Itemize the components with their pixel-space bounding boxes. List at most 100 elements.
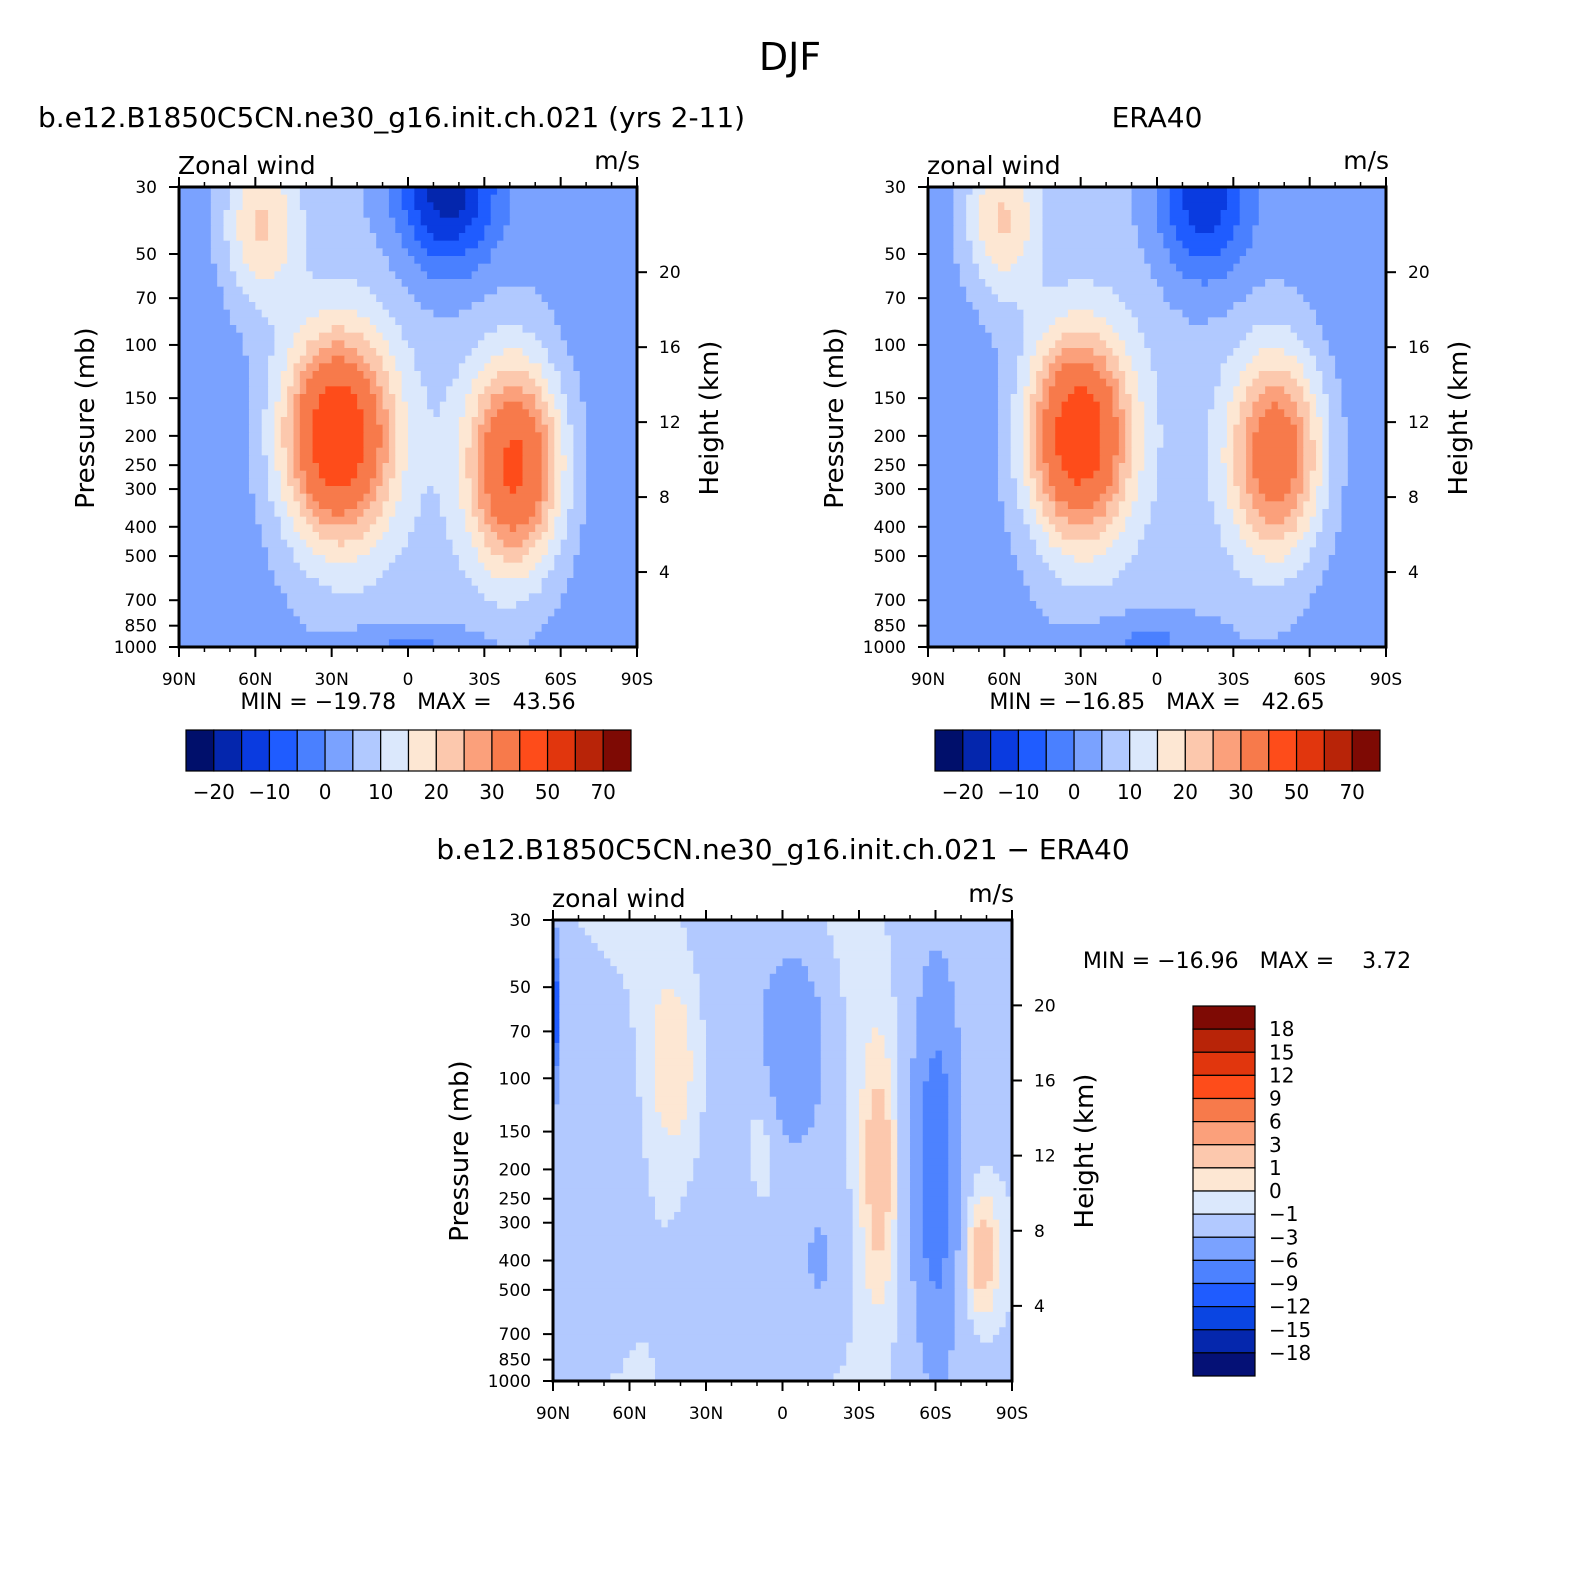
contour-fill-cell (1106, 355, 1120, 364)
contour-fill-cell (897, 1004, 917, 1013)
contour-fill-cell (306, 317, 371, 326)
contour-fill-cell (1296, 447, 1304, 456)
contour-fill-cell (916, 1035, 962, 1044)
contour-fill-cell (1131, 447, 1145, 456)
contour-fill-cell (985, 248, 1025, 257)
contour-fill-cell (991, 286, 1114, 295)
contour-fill-cell (1010, 440, 1025, 449)
contour-fill-cell (655, 1096, 688, 1105)
contour-fill-cell (484, 562, 536, 571)
y-tick-label: 700 (499, 1325, 531, 1345)
contour-fill-cell (999, 1219, 1013, 1228)
contour-fill-cell (997, 463, 1012, 472)
contour-fill-cell (1131, 417, 1145, 426)
contour-fill-cell (1137, 547, 1228, 556)
contour-fill-cell (1112, 386, 1120, 395)
contour-fill-cell (928, 486, 999, 495)
colorbar-label: 30 (1228, 780, 1253, 804)
contour-fill-cell (629, 1004, 656, 1013)
contour-fill-cell (750, 1150, 771, 1159)
contour-fill-cell (395, 424, 409, 433)
contour-fill-cell (1258, 417, 1292, 426)
contour-fill-cell (890, 935, 1013, 944)
contour-fill-cell (1258, 478, 1292, 487)
contour-fill-cell (261, 524, 282, 533)
contour-fill-cell (997, 447, 1012, 456)
contour-fill-cell (922, 1211, 949, 1221)
contour-fill-cell (1112, 463, 1120, 472)
contour-fill-cell (1316, 539, 1336, 548)
contour-fill-cell (560, 501, 574, 510)
contour-fill-cell (1265, 516, 1285, 525)
contour-fill-cell (997, 470, 1012, 479)
contour-fill-cell (1036, 386, 1044, 395)
contour-fill-cell (261, 539, 288, 548)
contour-fill-cell (553, 1173, 650, 1182)
x-tick-label: 0 (403, 670, 414, 690)
contour-fill-cell (477, 424, 492, 433)
contour-fill-cell (503, 455, 524, 464)
contour-fill-cell (1157, 447, 1209, 456)
contour-fill-cell (553, 1150, 643, 1159)
contour-fill-cell (535, 332, 562, 341)
panel-diff-title: b.e12.B1850C5CN.ne30_g16.init.ch.021 − E… (436, 833, 1129, 866)
contour-fill-cell (769, 1065, 822, 1075)
contour-fill-cell (573, 355, 638, 364)
contour-fill-cell (357, 363, 371, 372)
contour-fill-cell (229, 256, 244, 265)
contour-fill-cell (477, 409, 485, 418)
contour-fill-cell (573, 478, 587, 487)
panel-model-units-label: m/s (594, 146, 640, 175)
contour-fill-cell (699, 1119, 752, 1129)
contour-fill-cell (928, 616, 1050, 625)
contour-fill-cell (179, 424, 250, 433)
contour-fill-cell (852, 1296, 873, 1305)
contour-fill-cell (966, 194, 980, 203)
contour-fill-cell (312, 493, 365, 502)
contour-fill-cell (1131, 631, 1171, 640)
contour-fill-cell (623, 1357, 656, 1367)
contour-fill-cell (293, 463, 301, 472)
contour-fill-cell (750, 1173, 771, 1182)
contour-fill-cell (1335, 371, 1387, 380)
contour-fill-cell (953, 194, 967, 203)
contour-fill-cell (363, 371, 377, 380)
contour-fill-cell (1112, 325, 1139, 334)
contour-fill-cell (1176, 233, 1234, 242)
contour-fill-cell (1328, 401, 1343, 410)
x-tick-label: 30S (1217, 670, 1249, 690)
contour-fill-cell (554, 363, 574, 372)
contour-fill-cell (554, 493, 562, 502)
contour-fill-cell (446, 394, 466, 403)
x-tick-label: 60S (919, 1404, 951, 1424)
contour-fill-cell (890, 1073, 898, 1082)
contour-fill-cell (814, 1119, 847, 1129)
contour-fill-cell (635, 1073, 656, 1082)
contour-fill-cell (1252, 378, 1298, 387)
x-tick-label: 90S (1370, 670, 1402, 690)
contour-fill-cell (560, 547, 581, 556)
colorbar-box (1045, 729, 1075, 772)
contour-fill-cell (458, 363, 485, 372)
y-tick-label: 250 (125, 456, 157, 476)
contour-fill-cell (312, 440, 365, 449)
contour-fill-cell (961, 1235, 968, 1244)
contour-fill-cell (1004, 501, 1018, 510)
contour-fill-cell (401, 194, 415, 203)
contour-fill-cell (274, 455, 288, 464)
contour-fill-cell (997, 455, 1012, 464)
contour-fill-cell (1029, 202, 1044, 211)
contour-fill-cell (661, 1112, 688, 1121)
contour-fill-cell (522, 455, 543, 464)
contour-fill-cell (1023, 570, 1056, 579)
contour-fill-cell (395, 463, 409, 472)
x-tick-label: 0 (777, 1404, 788, 1424)
contour-fill-cell (1125, 608, 1196, 617)
contour-fill-cell (999, 1235, 1013, 1244)
contour-fill-cell (1036, 601, 1311, 610)
contour-fill-cell (999, 1265, 1013, 1275)
contour-fill-cell (693, 1173, 752, 1182)
contour-fill-cell (1246, 432, 1254, 441)
contour-fill-cell (1137, 394, 1158, 403)
contour-fill-cell (223, 210, 237, 219)
